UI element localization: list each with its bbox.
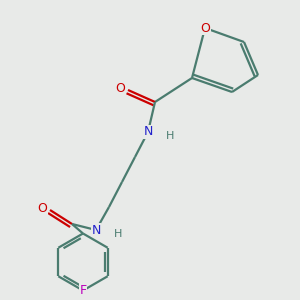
Text: N: N	[143, 125, 153, 139]
Text: O: O	[116, 82, 125, 95]
Text: O: O	[38, 202, 47, 215]
Text: O: O	[200, 22, 210, 34]
Text: H: H	[113, 229, 122, 238]
Text: H: H	[165, 130, 174, 141]
Text: F: F	[80, 284, 87, 297]
Text: N: N	[91, 224, 101, 236]
